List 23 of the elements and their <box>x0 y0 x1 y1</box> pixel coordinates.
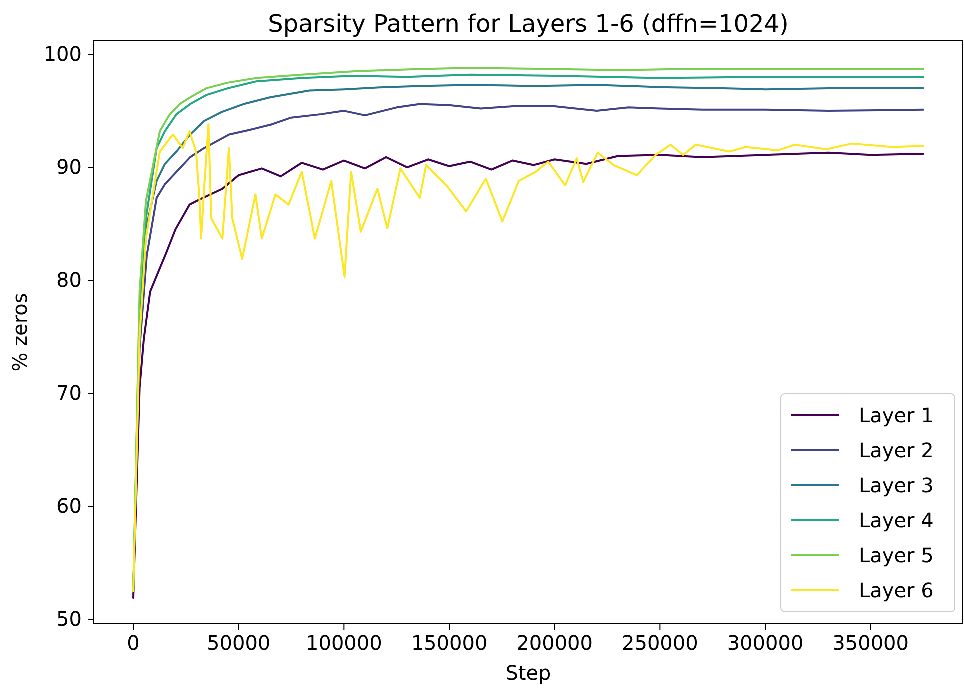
legend-label: Layer 5 <box>859 544 934 568</box>
legend-label: Layer 6 <box>859 578 934 602</box>
legend-label: Layer 1 <box>859 404 934 428</box>
legend-label: Layer 3 <box>859 474 934 498</box>
x-tick-label: 50000 <box>207 631 271 656</box>
y-tick-label: 60 <box>56 494 82 518</box>
x-tick-label: 250000 <box>622 631 698 656</box>
y-tick-label: 50 <box>56 606 82 631</box>
x-tick-label: 200000 <box>516 631 594 656</box>
legend-label: Layer 4 <box>859 508 934 532</box>
x-tick-label: 300000 <box>727 631 804 656</box>
x-tick-label: 350000 <box>832 631 910 656</box>
y-axis-title: % zeros <box>8 293 32 372</box>
x-tick-label: 0 <box>127 631 140 656</box>
y-tick-label: 90 <box>56 154 82 179</box>
y-tick-label: 70 <box>56 380 82 405</box>
y-tick-label: 100 <box>44 42 82 66</box>
x-tick-label: 100000 <box>306 631 382 656</box>
chart-title: Sparsity Pattern for Layers 1-6 (dffn=1024) <box>268 10 789 38</box>
legend-label: Layer 2 <box>859 438 934 462</box>
x-tick-label: 150000 <box>411 631 488 656</box>
x-axis-title: Step <box>506 661 552 685</box>
y-tick-label: 80 <box>56 268 82 292</box>
